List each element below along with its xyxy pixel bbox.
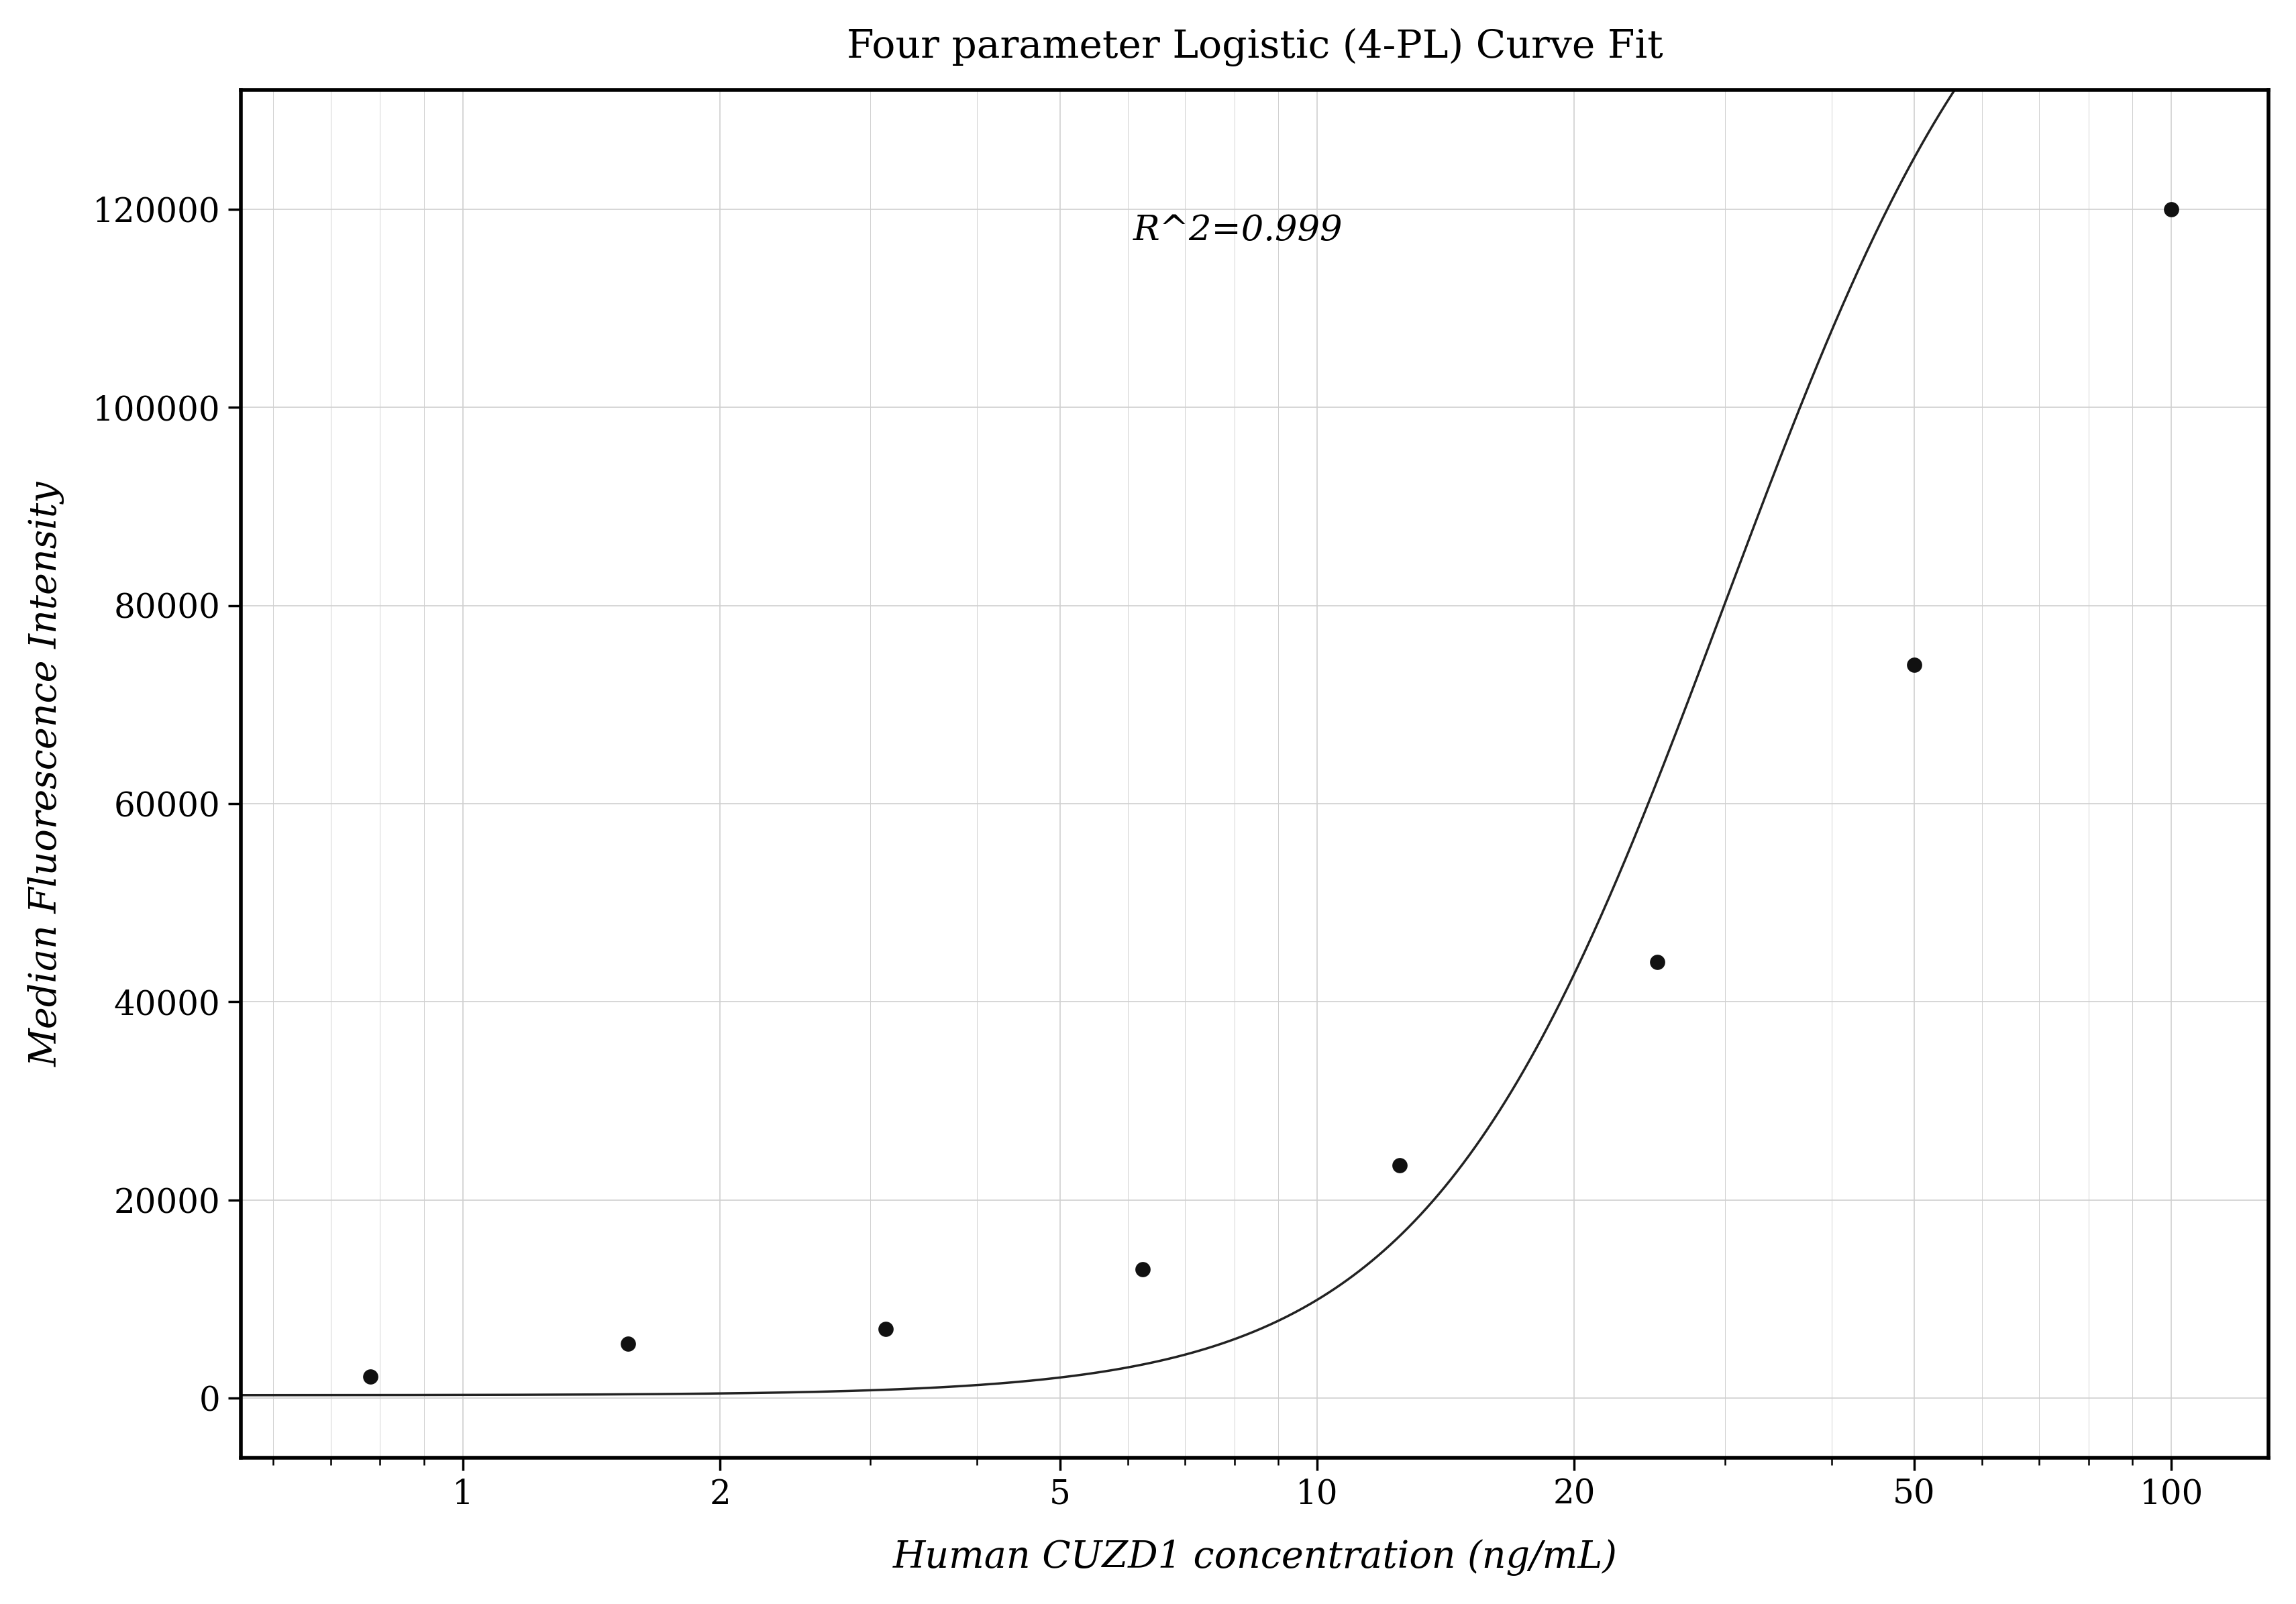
Y-axis label: Median Fluorescence Intensity: Median Fluorescence Intensity xyxy=(28,481,64,1067)
Text: R^2=0.999: R^2=0.999 xyxy=(1132,213,1343,247)
Point xyxy=(351,1363,388,1389)
X-axis label: Human CUZD1 concentration (ng/mL): Human CUZD1 concentration (ng/mL) xyxy=(893,1540,1616,1577)
Point xyxy=(608,1331,645,1357)
Point xyxy=(1125,1256,1162,1282)
Point xyxy=(1639,950,1676,975)
Point xyxy=(868,1315,905,1341)
Point xyxy=(2151,196,2188,221)
Point xyxy=(1894,653,1931,678)
Point xyxy=(1382,1153,1419,1179)
Title: Four parameter Logistic (4-PL) Curve Fit: Four parameter Logistic (4-PL) Curve Fit xyxy=(847,27,1662,66)
